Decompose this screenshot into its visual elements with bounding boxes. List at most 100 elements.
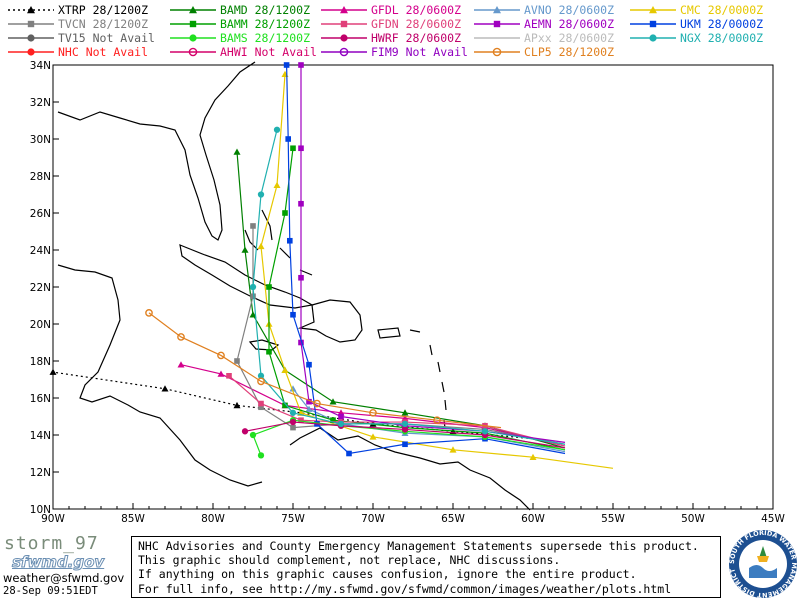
lon-tick-label: 55W — [601, 513, 625, 525]
track-point — [226, 373, 232, 379]
legend-label: AVNO 28/0600Z — [524, 3, 615, 17]
legend-item: CMC 28/0000Z — [628, 3, 763, 17]
legend-swatch-icon — [170, 34, 216, 42]
track-hwrf — [241, 418, 566, 449]
track-point — [282, 402, 288, 409]
track-point — [298, 145, 304, 152]
legend-swatch-icon — [170, 6, 216, 14]
track-point — [338, 413, 344, 420]
disclaimer-line: NHC Advisories and County Emergency Mana… — [138, 539, 699, 553]
legend-label: XTRP 28/1200Z — [58, 3, 149, 17]
lat-tick-label: 30N — [30, 134, 51, 146]
legend-swatch-icon — [474, 47, 520, 57]
track-point — [402, 441, 408, 448]
legend-swatch-icon — [170, 47, 216, 57]
lon-tick-label: 75W — [281, 513, 305, 525]
lon-tick-label: 65W — [441, 513, 465, 525]
lat-tick-label: 24N — [30, 245, 51, 257]
legend-swatch-icon — [170, 20, 216, 28]
legend-swatch-icon — [630, 6, 676, 14]
track-point — [346, 450, 352, 457]
track-point — [287, 237, 293, 244]
track-point — [257, 377, 265, 386]
track-point — [257, 452, 265, 459]
track-point — [449, 446, 457, 453]
lon-tick-label: 70W — [361, 513, 385, 525]
legend-label: BAMM 28/1200Z — [220, 17, 311, 31]
legend-label: TVCN 28/1200Z — [58, 17, 149, 31]
track-point — [281, 366, 289, 374]
track-point — [433, 416, 441, 425]
track-point — [257, 242, 265, 250]
sfwmd-seal-icon: SOUTH FLORIDA WATER MANAGEMENT DISTRICT — [728, 529, 798, 599]
track-point — [233, 401, 241, 409]
model-tracks — [49, 62, 614, 469]
track-point — [234, 358, 240, 364]
legend-item: AEMN 28/0600Z — [472, 17, 614, 31]
legend-label: HWRF 28/0600Z — [371, 31, 462, 45]
legend-label: BAMD 28/1200Z — [220, 3, 311, 17]
track-point — [177, 361, 185, 368]
track-point — [305, 405, 313, 412]
legend-label: GFDL 28/0600Z — [371, 3, 462, 17]
track-point — [369, 433, 377, 440]
track-point — [289, 385, 297, 392]
lon-tick-label: 45W — [761, 513, 785, 525]
track-point — [329, 398, 337, 405]
lat-tick-label: 26N — [30, 208, 51, 220]
legend-item: TVCN 28/1200Z — [6, 17, 148, 31]
track-point — [233, 148, 241, 155]
sfwmd-logo: sfwmd.gov — [11, 553, 105, 572]
legend-swatch-icon — [321, 47, 367, 57]
storm-name: storm_97 — [4, 533, 99, 554]
track-point — [298, 274, 304, 281]
legend-item: FIM9 Not Avail — [319, 45, 468, 59]
track-point — [249, 311, 257, 318]
legend-item: NGX 28/0000Z — [628, 31, 763, 45]
lat-tick-label: 10N — [30, 504, 51, 516]
lon-tick-label: 60W — [521, 513, 545, 525]
legend-swatch-icon — [630, 20, 676, 28]
track-point — [257, 372, 265, 379]
track-point — [529, 453, 537, 460]
legend-item: CLP5 28/1200Z — [472, 45, 614, 59]
legend-swatch-icon — [321, 6, 367, 14]
lon-tick-label: 50W — [681, 513, 705, 525]
track-point — [273, 126, 281, 133]
lat-tick-label: 28N — [30, 171, 51, 183]
track-point — [249, 431, 257, 439]
legend-item: BAMD 28/1200Z — [168, 3, 310, 17]
track-point — [266, 284, 272, 290]
contact-email: weather@sfwmd.gov — [3, 571, 125, 585]
legend-swatch-icon — [630, 34, 676, 42]
lon-tick-label: 90W — [41, 513, 65, 525]
lat-tick-label: 18N — [30, 356, 51, 368]
track-point — [306, 398, 312, 405]
legend-label: CMC 28/0000Z — [680, 3, 764, 17]
track-point — [401, 426, 409, 433]
legend-item: XTRP 28/1200Z — [6, 3, 148, 17]
track-point — [298, 200, 304, 207]
track-clp5 — [145, 309, 502, 429]
track-point — [217, 351, 225, 360]
legend-label: GFDN 28/0600Z — [371, 17, 462, 31]
track-point — [306, 361, 312, 368]
track-point — [241, 428, 249, 435]
track-point — [289, 409, 297, 416]
lat-tick-label: 14N — [30, 430, 51, 442]
legend-swatch-icon — [474, 20, 520, 28]
model-legend: XTRP 28/1200Z BAMD 28/1200Z GFDL 28/0600Z A… — [0, 0, 800, 59]
legend-label: AHWI Not Avail — [220, 45, 317, 59]
disclaimer-line: If anything on this graphic causes confu… — [138, 567, 637, 582]
track-point — [369, 408, 377, 417]
track-point — [337, 420, 345, 428]
track-point — [257, 191, 265, 198]
track-point — [298, 339, 304, 346]
track-point — [177, 333, 185, 341]
legend-swatch-icon — [8, 20, 54, 28]
track-point — [249, 283, 257, 291]
track-point — [49, 368, 57, 375]
axis-ticks: 90W 85W 80W 75W 70W 65W 60W 55W 50W 45W 10N 12N 14N 1… — [30, 60, 786, 525]
disclaimer-line: For full info, see http://my.sfwmd.gov/s… — [138, 581, 672, 596]
legend-item: UKM 28/0000Z — [628, 17, 763, 31]
